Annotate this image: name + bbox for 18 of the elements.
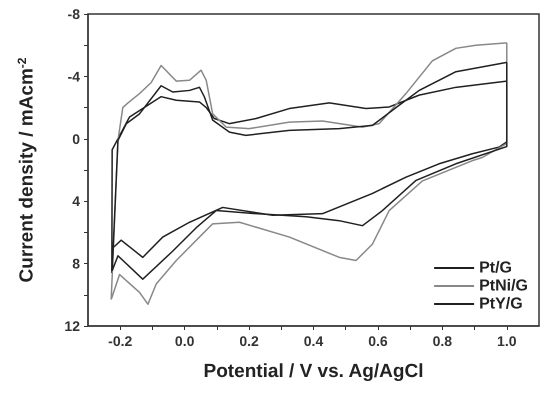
x-tick-label: 0.4 — [304, 333, 324, 349]
y-axis-title: Current density / mAcm-2 — [15, 57, 38, 282]
x-tick-label: 0.6 — [368, 333, 388, 349]
y-tick-label: -4 — [68, 68, 80, 84]
legend-label: PtNi/G — [479, 278, 528, 294]
x-axis-title: Potential / V vs. Ag/AgCl — [204, 361, 424, 382]
x-tick-label: 1.0 — [497, 333, 517, 349]
y-tick-label: 0 — [72, 130, 80, 147]
legend-label: PtY/G — [479, 296, 523, 312]
y-tick-label: 4 — [72, 193, 80, 210]
x-tick-label: 0.2 — [239, 333, 260, 349]
y-tick-label: 12 — [64, 318, 80, 334]
y-tick-label: -8 — [68, 6, 80, 22]
y-tick-label: 8 — [72, 256, 80, 272]
x-tick-label: 0.8 — [432, 333, 452, 349]
x-tick-label: 0.0 — [174, 333, 195, 349]
legend-label: Pt/G — [479, 260, 512, 276]
x-tick-label: -0.2 — [108, 333, 132, 349]
